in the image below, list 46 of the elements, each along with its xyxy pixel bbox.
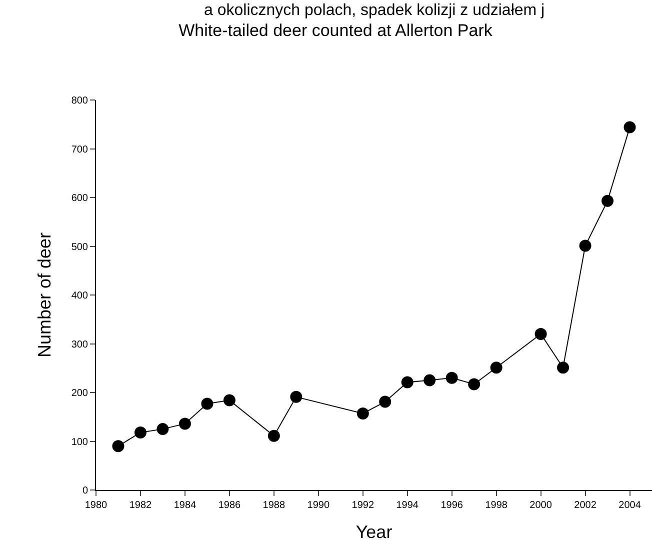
point: [624, 121, 636, 134]
point: [424, 374, 436, 386]
y-tick-label: 600: [71, 193, 88, 204]
point: [156, 423, 169, 436]
x-tick-label: 1982: [129, 500, 152, 511]
y-tick-label: 700: [71, 144, 88, 156]
y-axis-title: Number of deer: [34, 232, 55, 358]
point: [468, 378, 480, 390]
y-tick-label: 0: [82, 486, 88, 496]
x-tick-label: 1990: [307, 500, 330, 511]
point: [290, 390, 302, 403]
point: [602, 194, 614, 207]
x-tick-label: 1988: [262, 500, 286, 511]
point: [379, 396, 392, 408]
x-tick-label: 1984: [174, 500, 197, 511]
point: [356, 407, 369, 420]
point: [534, 328, 547, 340]
x-tick-label: 1996: [440, 500, 464, 511]
x-tick-label: 1992: [352, 500, 374, 511]
x-tick-label: 1980: [84, 500, 108, 511]
point: [201, 398, 214, 410]
y-tick-label: 500: [71, 242, 88, 253]
point: [178, 418, 191, 430]
point: [401, 376, 414, 388]
x-axis-title: Year: [356, 522, 392, 542]
x-tick-label: 2004: [618, 500, 642, 511]
y-tick-label: 300: [71, 339, 88, 350]
point: [268, 430, 280, 442]
y-tick-label: 400: [71, 290, 88, 302]
point: [557, 362, 570, 374]
x-tick-label: 1986: [218, 500, 241, 511]
point: [112, 440, 124, 452]
text: a okolicznych polach, spadek kolizji z udziałem j: [204, 2, 545, 19]
x-tick-label: 2002: [574, 500, 597, 511]
y-tick-label: 200: [71, 388, 88, 399]
y-tick-label: 800: [71, 96, 88, 106]
x-tick-label: 2000: [530, 500, 552, 511]
point: [579, 240, 592, 252]
chart-title: White-tailed deer counted at Allerton Park: [178, 20, 493, 40]
point: [490, 362, 502, 374]
point: [223, 394, 236, 406]
x-tick-label: 1994: [396, 500, 419, 511]
point: [134, 426, 146, 438]
x-tick-label: 1998: [485, 500, 508, 511]
point: [446, 372, 458, 384]
y-tick-label: 100: [71, 436, 88, 448]
